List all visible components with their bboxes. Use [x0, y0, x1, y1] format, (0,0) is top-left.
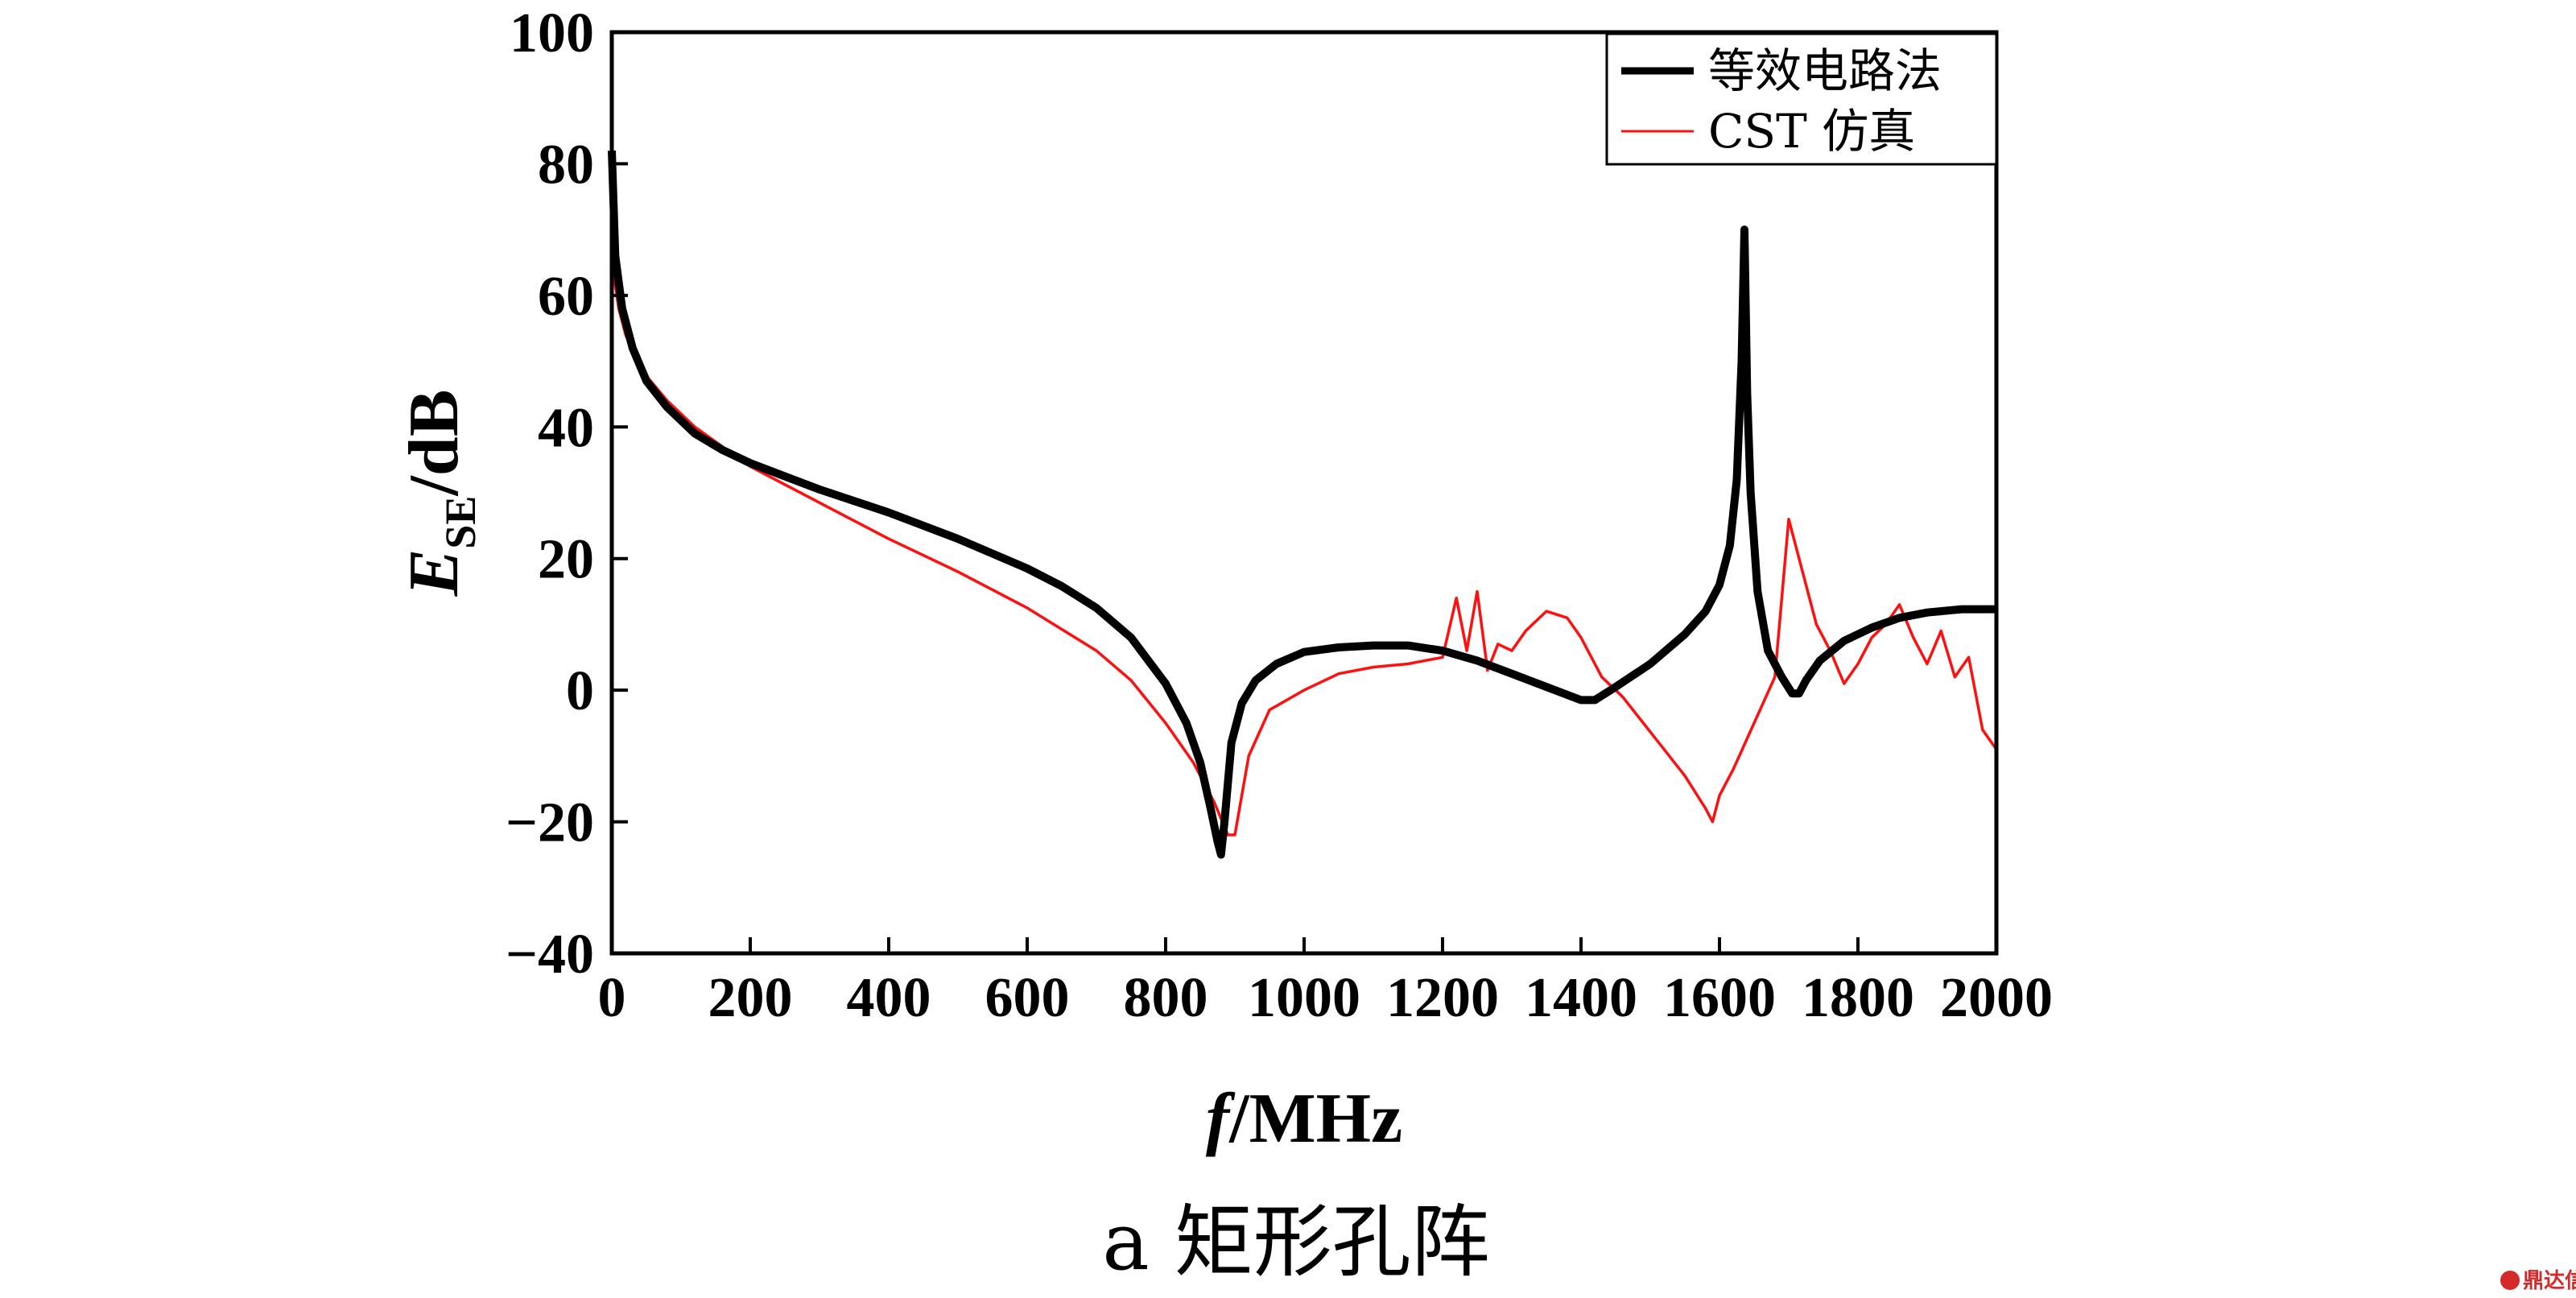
x-tick-labels: 0 200 400 600 800 1000 1200 1400 1600 1800 2000 — [598, 937, 2053, 1029]
y-tick-label: −20 — [506, 792, 594, 854]
x-axis-label: f/MHz — [1206, 1080, 1402, 1158]
legend-label-equivalent-circuit: 等效电路法 — [1708, 43, 1942, 98]
x-tick-label: 2000 — [1940, 967, 2053, 1029]
legend: 等效电路法 CST 仿真 — [1605, 32, 1998, 166]
y-axis-subscript: SE — [436, 496, 485, 549]
legend-label-cst: CST 仿真 — [1708, 104, 1915, 159]
y-tick-label: 0 — [566, 660, 594, 722]
y-tick-label: 40 — [538, 397, 594, 459]
x-tick-label: 200 — [708, 967, 793, 1029]
y-tick-label: 20 — [538, 529, 594, 591]
x-tick-label: 1200 — [1386, 967, 1499, 1029]
watermark-logo-icon — [2500, 1271, 2520, 1290]
x-axis-unit: /MHz — [1228, 1080, 1402, 1158]
watermark-text: 鼎达信 — [2523, 1269, 2576, 1293]
y-tick-labels: 100 80 60 40 20 0 −20 −40 — [506, 2, 628, 986]
y-tick-label: −40 — [506, 924, 594, 986]
x-tick-label: 0 — [598, 967, 626, 1029]
series-line-cst — [610, 262, 1998, 837]
y-tick-label: 80 — [538, 134, 594, 196]
x-tick-label: 600 — [985, 967, 1070, 1029]
y-tick-label: 100 — [510, 2, 594, 64]
y-axis-symbol: E — [395, 549, 473, 597]
x-tick-label: 800 — [1124, 967, 1208, 1029]
y-tick-label: 60 — [538, 266, 594, 328]
series-layer — [608, 150, 1998, 859]
x-tick-label: 400 — [847, 967, 931, 1029]
legend-box — [1605, 32, 1998, 166]
y-axis-unit: /dB — [395, 390, 473, 497]
y-axis-label: ESE/dB — [395, 390, 485, 597]
x-tick-label: 1000 — [1248, 967, 1360, 1029]
figure-caption: a 矩形孔阵 — [1102, 1197, 1490, 1288]
x-tick-label: 1400 — [1525, 967, 1637, 1029]
series-line-equivalent-circuit — [608, 150, 1996, 859]
x-tick-label: 1800 — [1802, 967, 1914, 1029]
watermark: 鼎达信 — [2500, 1269, 2576, 1293]
x-tick-label: 1600 — [1663, 967, 1776, 1029]
